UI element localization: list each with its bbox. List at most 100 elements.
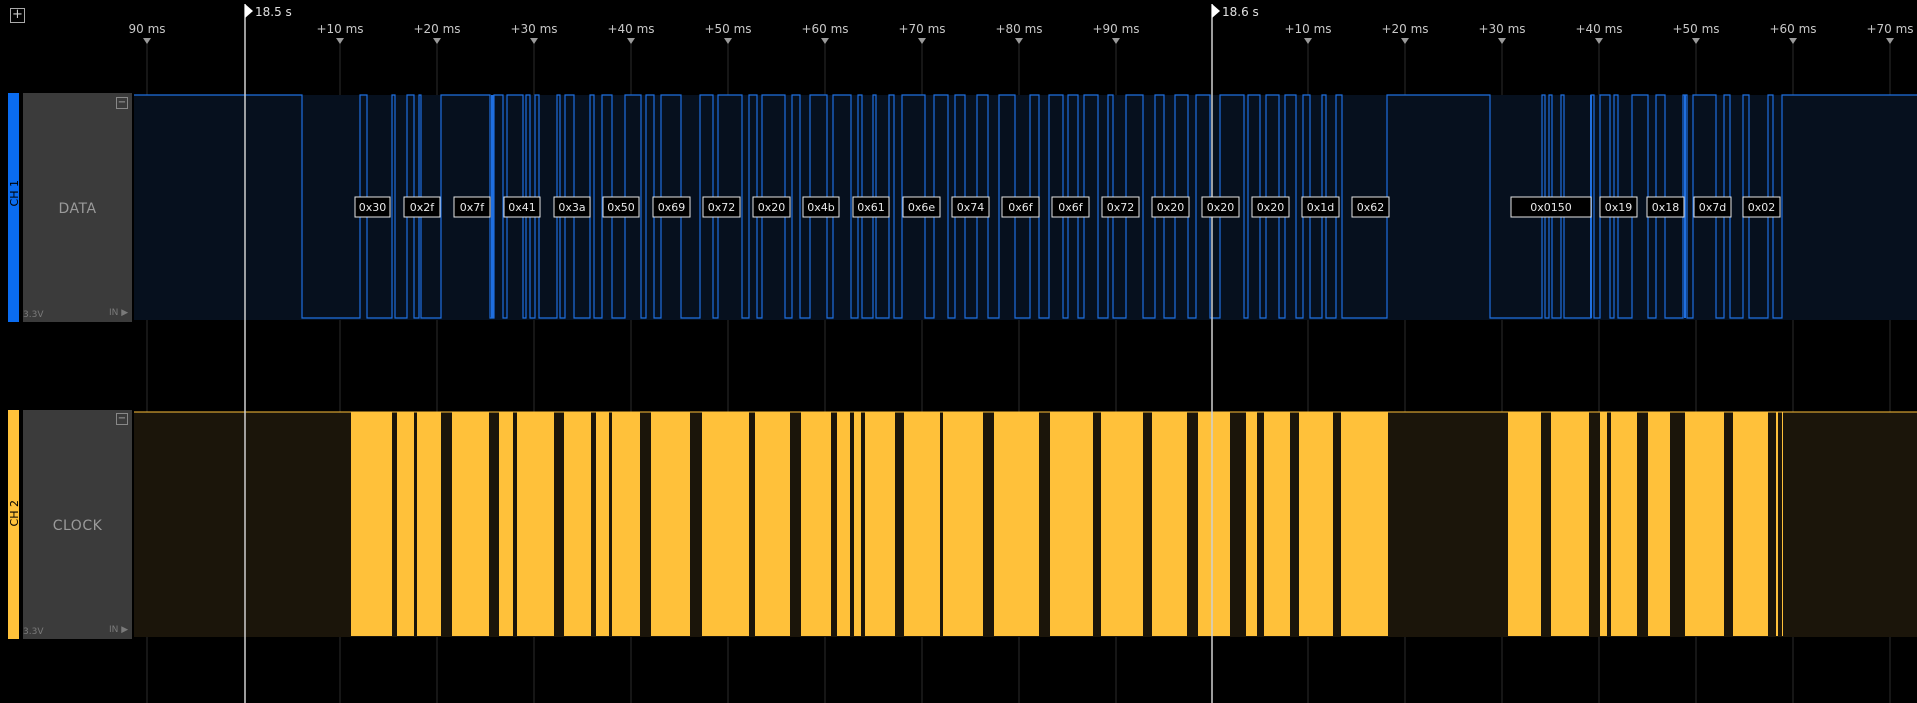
ch1-voltage: 3.3V xyxy=(23,310,44,320)
decoded-byte-text: 0x61 xyxy=(857,201,885,214)
decoded-byte-text: 0x4b xyxy=(807,201,835,214)
decoded-byte-text: 0x02 xyxy=(1748,201,1776,214)
decoded-byte-text: 0x18 xyxy=(1652,201,1680,214)
ch2-collapse-button[interactable]: − xyxy=(116,413,128,425)
ch2-tag: CH 2 xyxy=(8,500,21,527)
tick-marker xyxy=(918,38,926,44)
tick-label: +40 ms xyxy=(607,22,654,36)
tick-label: +70 ms xyxy=(1866,22,1913,36)
decoded-byte-text: 0x62 xyxy=(1357,201,1385,214)
tick-marker xyxy=(1304,38,1312,44)
data-edge-cluster xyxy=(1684,95,1686,318)
tick-label: +50 ms xyxy=(1672,22,1719,36)
clock-burst xyxy=(596,412,609,636)
decoded-byte-label[interactable]: 0x41 xyxy=(503,196,541,218)
clock-burst xyxy=(904,412,940,636)
tick-marker xyxy=(1498,38,1506,44)
clock-burst xyxy=(702,412,749,636)
decoded-byte-text: 0x6f xyxy=(1008,201,1034,214)
decoded-byte-text: 0x20 xyxy=(1157,201,1185,214)
decoded-byte-label[interactable]: 0x3a xyxy=(553,196,591,218)
clock-burst xyxy=(417,412,441,636)
decoded-byte-label[interactable]: 0x02 xyxy=(1742,196,1781,218)
decoded-byte-label[interactable]: 0x20 xyxy=(1251,196,1290,218)
tick-label: +10 ms xyxy=(316,22,363,36)
decoded-byte-text: 0x3a xyxy=(558,201,585,214)
tick-label: +70 ms xyxy=(898,22,945,36)
clock-burst xyxy=(943,412,983,636)
decoded-byte-text: 0x41 xyxy=(508,201,536,214)
decoded-byte-label[interactable]: 0x19 xyxy=(1599,196,1638,218)
tick-label: +60 ms xyxy=(801,22,848,36)
ch2-direction: IN ▶ xyxy=(109,625,129,635)
time-marker-flag[interactable] xyxy=(1212,4,1220,18)
clock-burst xyxy=(1198,412,1230,636)
clock-burst xyxy=(651,412,690,636)
clock-burst xyxy=(1152,412,1187,636)
tick-label: +30 ms xyxy=(510,22,557,36)
clock-burst xyxy=(1246,412,1257,636)
decoded-byte-label[interactable]: 0x6e xyxy=(902,196,941,218)
decoded-byte-label[interactable]: 0x61 xyxy=(852,196,890,218)
clock-burst xyxy=(1299,412,1333,636)
clock-burst xyxy=(499,412,513,636)
clock-burst xyxy=(994,412,1039,636)
decoded-byte-label[interactable]: 0x20 xyxy=(1151,196,1190,218)
tick-marker xyxy=(1886,38,1894,44)
decoded-byte-label[interactable]: 0x72 xyxy=(1101,196,1140,218)
clock-burst xyxy=(1648,412,1670,636)
decoded-byte-label[interactable]: 0x69 xyxy=(652,196,691,218)
decoded-byte-text: 0x7d xyxy=(1699,201,1727,214)
decoded-byte-label[interactable]: 0x20 xyxy=(752,196,791,218)
tick-marker xyxy=(821,38,829,44)
tick-label: +10 ms xyxy=(1284,22,1331,36)
decoded-byte-label[interactable]: 0x0150 xyxy=(1510,196,1592,218)
ch1-direction: IN ▶ xyxy=(109,308,129,318)
data-edge-cluster xyxy=(491,95,494,318)
clock-burst xyxy=(837,412,850,636)
tick-marker xyxy=(627,38,635,44)
time-marker-flag[interactable] xyxy=(245,4,253,18)
clock-burst xyxy=(865,412,895,636)
decoded-byte-label[interactable]: 0x6f xyxy=(1051,196,1090,218)
decoded-byte-text: 0x20 xyxy=(1257,201,1285,214)
clock-burst xyxy=(612,412,640,636)
tick-marker xyxy=(1015,38,1023,44)
decoded-byte-text: 0x72 xyxy=(708,201,736,214)
tick-label: +60 ms xyxy=(1769,22,1816,36)
decoded-byte-label[interactable]: 0x20 xyxy=(1201,196,1240,218)
decoded-byte-label[interactable]: 0x72 xyxy=(702,196,741,218)
decoded-byte-label[interactable]: 0x50 xyxy=(602,196,640,218)
clock-burst xyxy=(1508,412,1541,636)
decoded-byte-label[interactable]: 0x4b xyxy=(802,196,840,218)
decoded-byte-label[interactable]: 0x7d xyxy=(1693,196,1732,218)
tick-label: +30 ms xyxy=(1478,22,1525,36)
decoded-byte-label[interactable]: 0x6f xyxy=(1001,196,1040,218)
decoded-byte-label[interactable]: 0x1d xyxy=(1301,196,1340,218)
decoded-byte-label[interactable]: 0x2f xyxy=(403,196,441,218)
clock-burst xyxy=(351,412,392,636)
tick-label: +20 ms xyxy=(1381,22,1428,36)
decoded-byte-label[interactable]: 0x30 xyxy=(354,196,391,218)
tick-marker xyxy=(336,38,344,44)
ch2-panel[interactable]: CLOCK 3.3V IN ▶ xyxy=(23,410,132,639)
add-channel-button[interactable]: + xyxy=(10,8,25,23)
ch1-panel[interactable]: DATA 3.3V IN ▶ xyxy=(23,93,132,322)
tick-label: 90 ms xyxy=(128,22,165,36)
tick-label: +50 ms xyxy=(704,22,751,36)
decoded-byte-label[interactable]: 0x7f xyxy=(453,196,491,218)
tick-marker xyxy=(143,38,151,44)
decoded-byte-label[interactable]: 0x62 xyxy=(1351,196,1390,218)
clock-burst xyxy=(1551,412,1589,636)
decoded-byte-text: 0x30 xyxy=(359,201,387,214)
tick-marker xyxy=(1401,38,1409,44)
decoded-byte-text: 0x7f xyxy=(460,201,486,214)
ch1-color-stripe xyxy=(8,93,19,322)
ch1-collapse-button[interactable]: − xyxy=(116,97,128,109)
decoded-byte-text: 0x69 xyxy=(658,201,686,214)
clock-burst xyxy=(1685,412,1724,636)
decoded-byte-label[interactable]: 0x74 xyxy=(951,196,990,218)
clock-burst xyxy=(1782,412,1783,636)
decoded-byte-label[interactable]: 0x18 xyxy=(1646,196,1685,218)
